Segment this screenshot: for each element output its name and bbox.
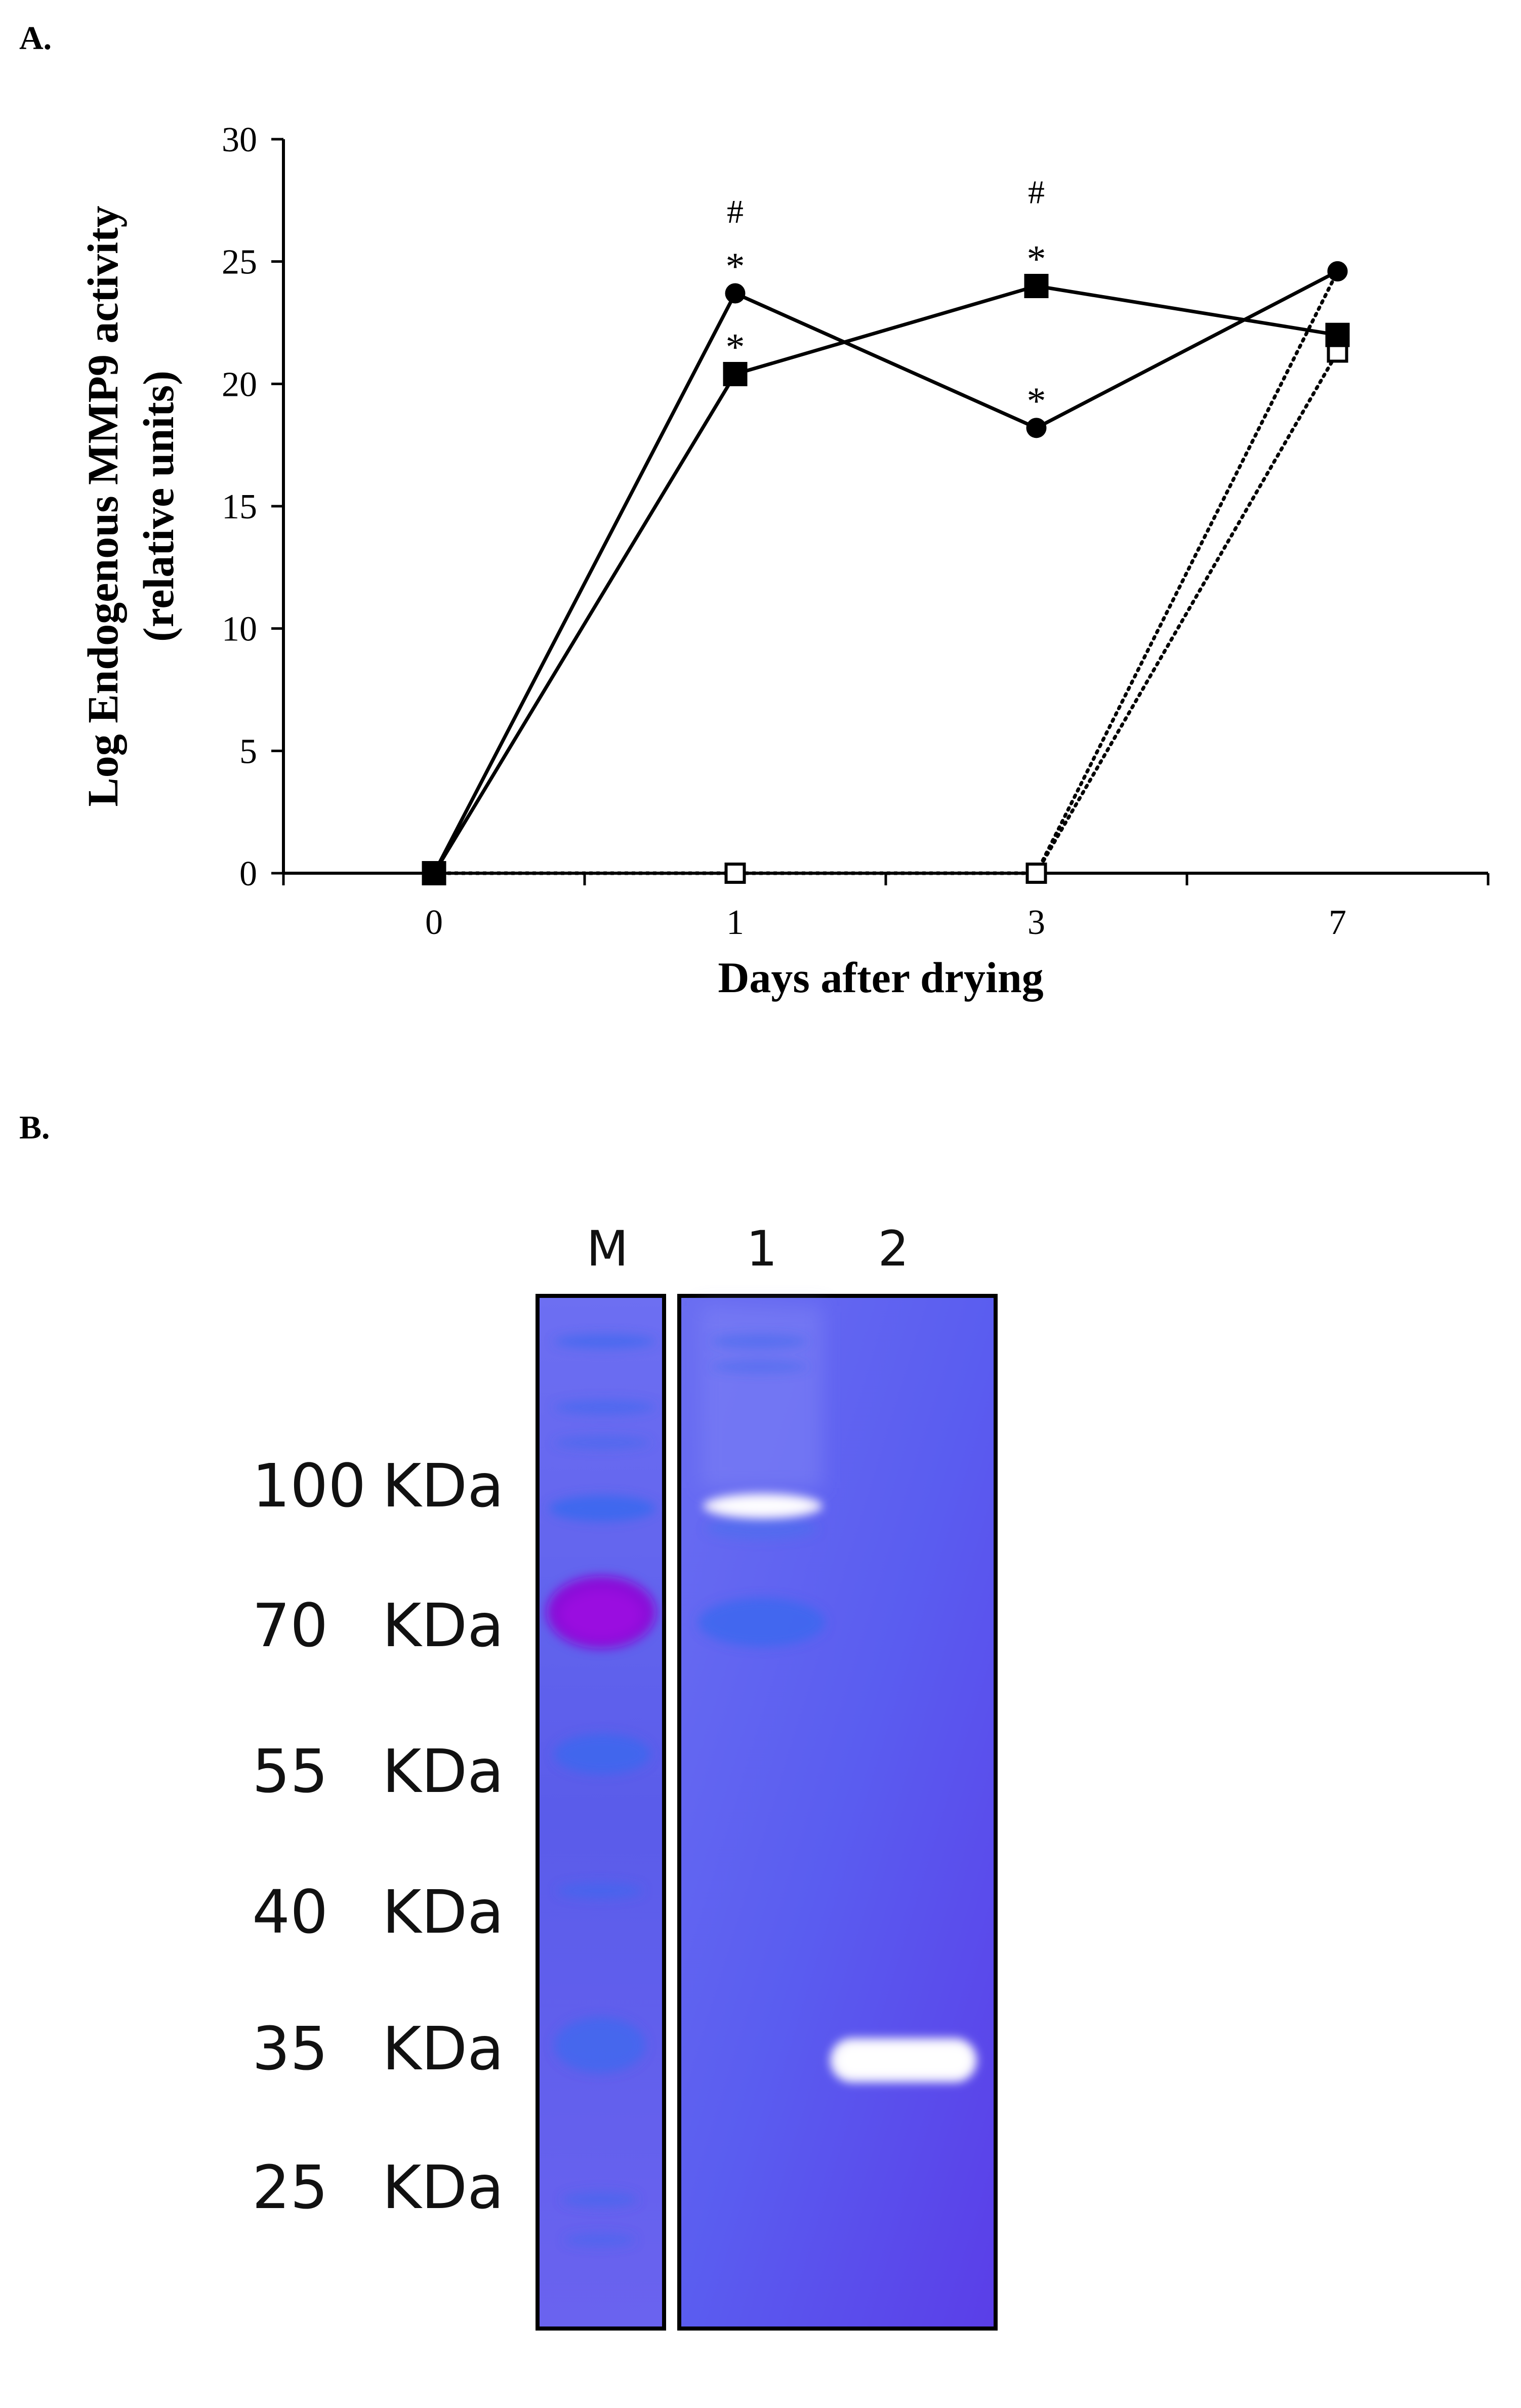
y-tick-label: 30 (222, 120, 257, 159)
series-line-filled-circle (432, 269, 1339, 874)
marker-band-40 (557, 1883, 643, 1899)
annotation-asterisk: * (1027, 238, 1046, 280)
chart-series-markers (422, 261, 1350, 885)
svg-text:100: 100 (252, 1451, 366, 1521)
y-tick-label: 15 (222, 487, 257, 526)
marker-band-100 (549, 1495, 655, 1522)
svg-text:KDa: KDa (382, 1590, 504, 1660)
mw-label-40: 40 KDa (252, 1877, 504, 1947)
svg-text:KDa: KDa (382, 1877, 504, 1947)
mw-label-35: 35 KDa (252, 2014, 504, 2084)
lane2-clear-band-35 (830, 2038, 977, 2083)
y-axis-title-line1: Log Endogenous MMP9 activity (78, 206, 127, 806)
marker-filled-square-0 (422, 861, 446, 885)
lane1-clear-band-100 (703, 1493, 823, 1519)
y-tick-label: 25 (222, 243, 257, 282)
annotation-asterisk: * (726, 326, 745, 369)
marker-filled-circle-1 (725, 283, 746, 304)
marker-filled-square-1 (723, 362, 748, 386)
x-tick-label: 0 (425, 903, 443, 942)
svg-text:70: 70 (252, 1590, 328, 1660)
marker-band-bottom (564, 2233, 635, 2247)
marker-band-70 (547, 1576, 656, 1649)
panel-a-label: A. (19, 20, 52, 57)
svg-text:KDa: KDa (382, 2152, 504, 2222)
marker-open-square-1 (724, 863, 746, 884)
lane1-band-top (711, 1334, 807, 1349)
chart-axes: 0 5 10 15 20 25 30 0 1 3 7 (222, 120, 1490, 942)
lane-label-1: 1 (746, 1220, 777, 1277)
mw-label-25: 25 KDa (252, 2152, 504, 2222)
marker-band-top-3 (554, 1436, 650, 1449)
mw-label-100: 100 KDa (252, 1451, 504, 1521)
lane-label-2: 2 (878, 1220, 909, 1277)
svg-text:40: 40 (252, 1877, 328, 1947)
lane1-band-70 (698, 1598, 825, 1647)
svg-text:35: 35 (252, 2014, 328, 2084)
lane1-smear (701, 1306, 823, 1488)
y-tick-label: 20 (222, 365, 257, 404)
chart-annotations: # * * # * * (726, 174, 1046, 422)
y-axis-title-line2: (relative units) (134, 371, 183, 642)
gel-lanes-1-2 (677, 1294, 998, 2331)
lane-label-m: M (587, 1220, 629, 1277)
panel-b-label: B. (19, 1109, 50, 1146)
series-line-open-square (432, 350, 1339, 875)
mmp9-activity-line-chart: 0 5 10 15 20 25 30 0 1 3 7 # * * # * * Days after dryin… (78, 120, 1490, 1002)
svg-text:KDa: KDa (382, 2014, 504, 2084)
lane1-band-2 (711, 1361, 807, 1373)
mw-label-70: 70 KDa (252, 1590, 504, 1660)
svg-text:KDa: KDa (382, 1451, 504, 1521)
marker-band-35 (554, 2017, 645, 2073)
gel-lane-m (536, 1294, 666, 2331)
marker-band-55 (554, 1734, 650, 1774)
svg-text:KDa: KDa (382, 1736, 504, 1806)
marker-band-25 (562, 2191, 638, 2208)
y-tick-label: 10 (222, 610, 257, 649)
x-tick-label: 3 (1027, 903, 1045, 942)
svg-text:25: 25 (252, 2152, 328, 2222)
y-tick-label: 5 (239, 732, 257, 771)
marker-filled-square-3 (1024, 274, 1049, 298)
marker-band-top-2 (554, 1400, 655, 1414)
y-tick-label: 0 (239, 854, 257, 893)
marker-filled-square-7 (1325, 322, 1350, 347)
mw-label-55: 55 KDa (252, 1736, 504, 1806)
annotation-asterisk: * (1027, 380, 1046, 422)
marker-open-square-3 (1025, 863, 1047, 884)
svg-text:55: 55 (252, 1736, 328, 1806)
lane1-band-85 (706, 1518, 817, 1540)
x-tick-label: 7 (1329, 903, 1346, 942)
annotation-asterisk: * (726, 246, 745, 288)
marker-filled-circle-3 (1026, 418, 1047, 438)
marker-filled-circle-7 (1327, 261, 1348, 281)
chart-series-lines (432, 269, 1339, 875)
series-line-filled-square (432, 284, 1338, 874)
annotation-hash: # (727, 193, 744, 230)
x-tick-label: 1 (726, 903, 744, 942)
annotation-hash: # (1028, 174, 1045, 211)
marker-band-top-1 (554, 1334, 655, 1349)
x-axis-title: Days after drying (718, 953, 1043, 1002)
